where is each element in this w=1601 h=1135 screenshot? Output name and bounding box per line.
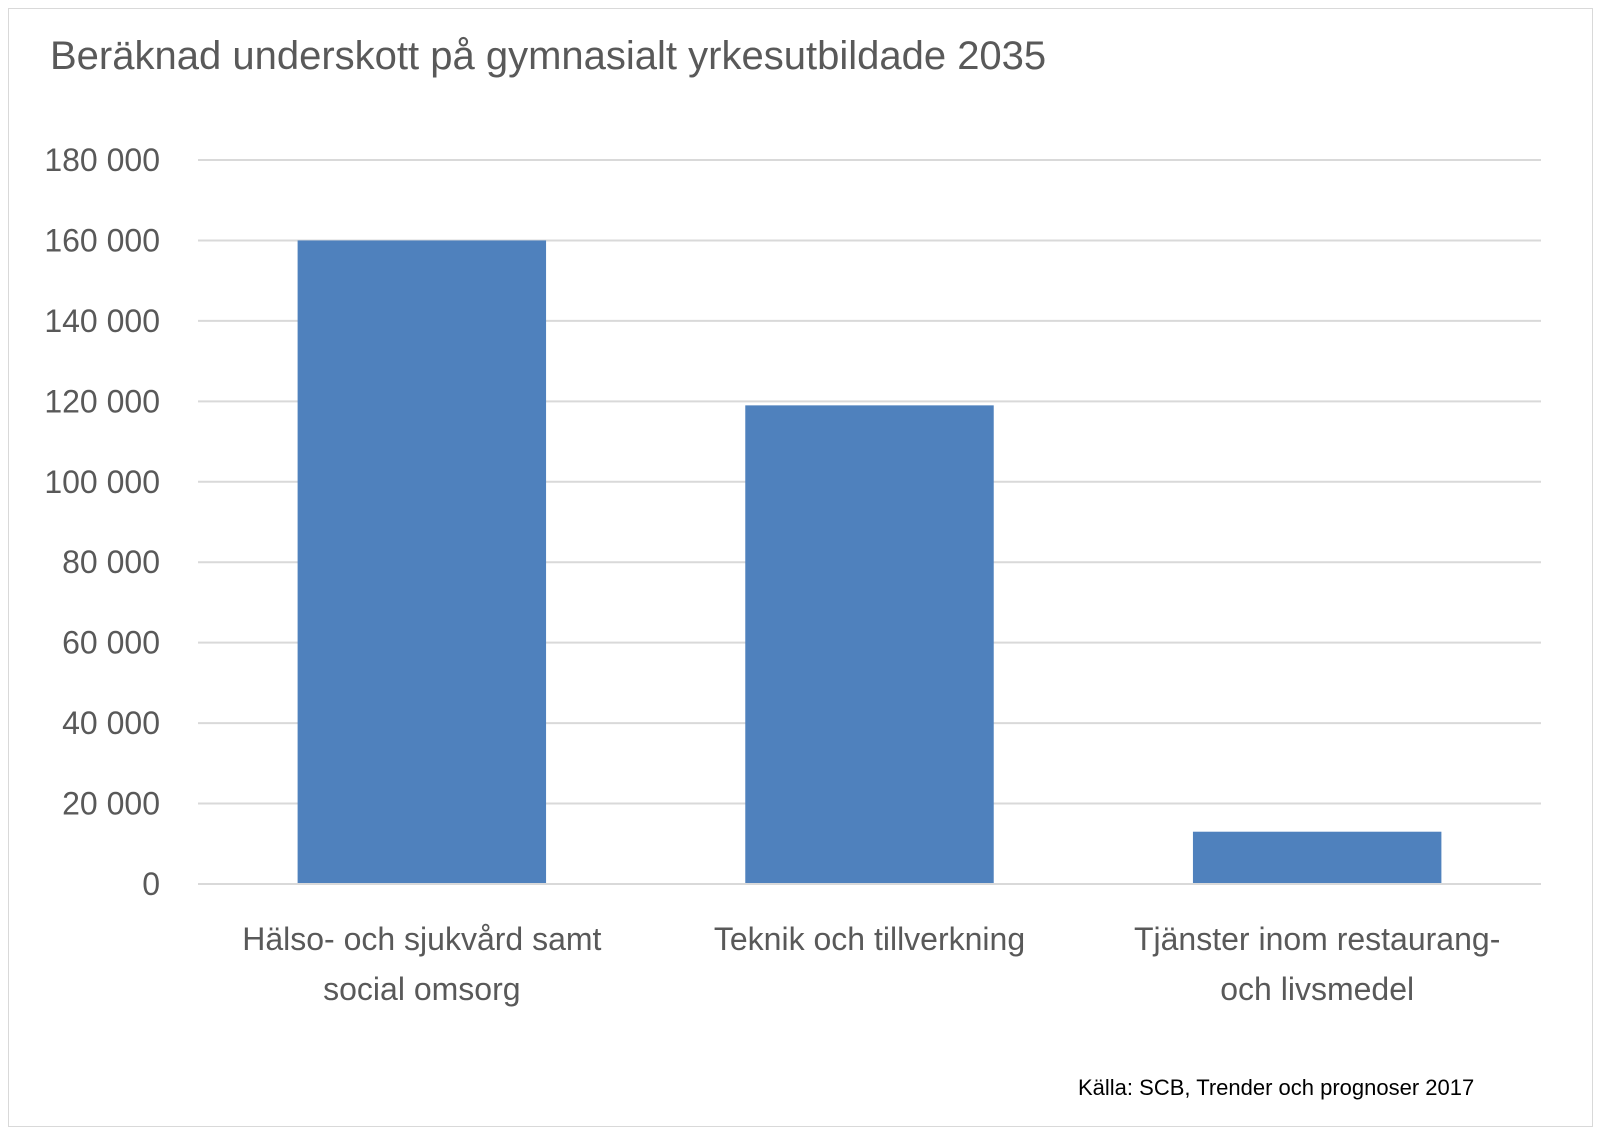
y-axis-tick-labels: 0 20 000 40 000 60 000 80 000 100 000 120 000 1… <box>44 142 160 902</box>
chart-title: Beräknad underskott på gymnasialt yrkesu… <box>50 34 1047 78</box>
y-tick-label: 180 000 <box>44 142 160 178</box>
x-category-label: Teknik och tillverkning <box>714 921 1025 957</box>
x-category-label: Hälso- och sjukvård samt <box>242 921 601 957</box>
x-category-label: och livsmedel <box>1220 971 1414 1007</box>
x-category-label: Tjänster inom restaurang- <box>1134 921 1500 957</box>
y-tick-label: 140 000 <box>44 303 160 339</box>
bar <box>297 240 547 884</box>
y-tick-label: 100 000 <box>44 464 160 500</box>
source-note: Källa: SCB, Trender och prognoser 2017 <box>1078 1075 1475 1100</box>
bars <box>297 240 1442 884</box>
y-tick-label: 80 000 <box>62 544 160 580</box>
x-category-label: social omsorg <box>323 971 520 1007</box>
x-axis-category-labels: Hälso- och sjukvård samt social omsorg Tek… <box>242 921 1500 1007</box>
y-tick-label: 20 000 <box>62 786 160 822</box>
y-tick-label: 120 000 <box>44 383 160 419</box>
y-tick-label: 0 <box>142 866 160 902</box>
bar <box>745 405 994 884</box>
bar <box>1192 831 1442 884</box>
y-tick-label: 60 000 <box>62 625 160 661</box>
y-tick-label: 160 000 <box>44 222 160 258</box>
y-tick-label: 40 000 <box>62 705 160 741</box>
